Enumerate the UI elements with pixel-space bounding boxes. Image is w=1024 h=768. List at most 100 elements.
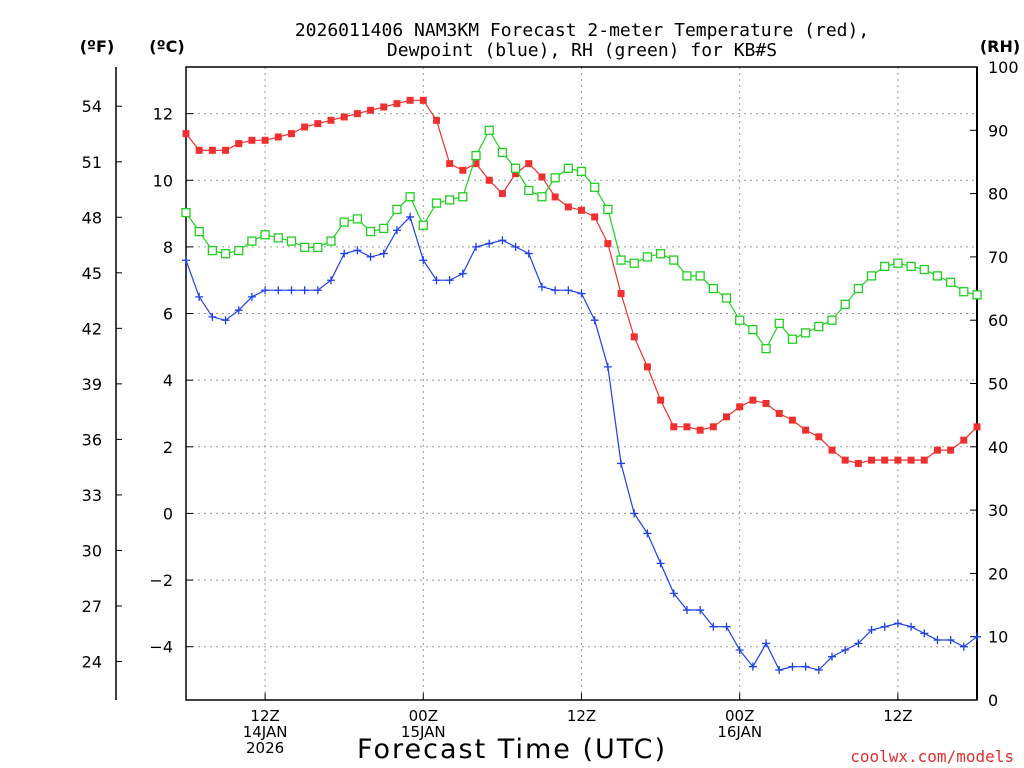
temperature-point: [512, 170, 520, 178]
rh-point: [471, 150, 481, 161]
rh-point: [629, 258, 639, 268]
temperature-point: [485, 176, 493, 184]
temperature-point: [287, 130, 295, 138]
rh-point: [669, 255, 679, 265]
rh-point: [959, 287, 969, 297]
temperature-point: [340, 113, 348, 121]
credit-label: coolwx.com/models: [850, 747, 1014, 766]
rh-point: [787, 334, 798, 344]
dewpoint-point: [669, 589, 678, 598]
rh-point: [721, 293, 732, 303]
rh-point: [840, 299, 850, 310]
rh-point: [972, 290, 982, 300]
temperature-point: [525, 160, 533, 168]
temperature-point: [393, 100, 401, 108]
chart-title-line1: 2026011406 NAM3KM Forecast 2-meter Tempe…: [295, 20, 869, 41]
celsius-tick-label: −2: [149, 571, 173, 590]
rh-point: [405, 192, 415, 202]
rh-point: [207, 245, 218, 256]
dewpoint-point: [788, 662, 797, 671]
temperature-point: [973, 423, 981, 431]
dewpoint-point: [208, 312, 217, 321]
rh-point: [247, 236, 257, 246]
rh-point: [735, 315, 745, 325]
rh-point: [326, 236, 336, 246]
dewpoint-point: [313, 286, 322, 295]
x-tick-label: 12Z: [567, 707, 596, 725]
rh-point: [893, 258, 903, 268]
rh-point: [313, 242, 323, 253]
fahrenheit-tick-label: 54: [82, 97, 102, 116]
dewpoint-point: [524, 249, 533, 258]
temperature-point: [604, 240, 612, 248]
rh-unit-label: (RH): [980, 37, 1020, 56]
temperature-point: [788, 416, 796, 424]
x-tick-label: 12Z: [883, 707, 912, 725]
dewpoint-point: [603, 362, 612, 371]
temperature-point: [933, 446, 941, 454]
temperature-point: [762, 399, 770, 407]
dewpoint-point: [617, 459, 626, 468]
rh-tick-label: 60: [988, 311, 1008, 330]
temperature-point: [406, 96, 414, 104]
rh-point: [339, 217, 349, 227]
celsius-tick-label: −4: [149, 638, 173, 657]
dewpoint-point: [353, 246, 362, 255]
rh-point: [220, 249, 231, 259]
dewpoint-point: [880, 622, 889, 631]
dewpoint-point: [234, 306, 243, 315]
temperature-point: [947, 446, 955, 454]
rh-point: [524, 185, 534, 196]
rh-point: [880, 261, 890, 272]
dewpoint-point: [814, 666, 823, 675]
dewpoint-point: [432, 276, 441, 285]
temperature-point: [907, 456, 915, 464]
rh-point: [827, 315, 837, 325]
dewpoint-point: [630, 509, 639, 518]
temperature-point: [538, 173, 546, 181]
temperature-point: [696, 426, 704, 434]
fahrenheit-tick-label: 24: [82, 653, 102, 672]
celsius-tick-label: 0: [163, 504, 173, 523]
temperature-point: [472, 160, 480, 168]
temperature-point: [182, 130, 190, 138]
temperature-point: [775, 409, 783, 417]
grid-lines: [186, 67, 977, 700]
x-tick-label: 16JAN: [717, 723, 762, 741]
rh-point: [550, 173, 560, 183]
rh-tick-label: 10: [988, 628, 1008, 647]
dewpoint-point: [392, 226, 401, 235]
x-tick-label: 2026: [246, 739, 284, 757]
x-tick-label: 00Z: [725, 707, 754, 725]
dewpoint-point: [287, 286, 296, 295]
chart-title-line2: Dewpoint (blue), RH (green) for KB#S: [387, 40, 777, 61]
temperature-point: [432, 116, 440, 124]
rh-point: [286, 236, 297, 246]
rh-point: [563, 163, 573, 173]
rh-point: [919, 264, 929, 275]
rh-point: [537, 192, 547, 202]
rh-point: [576, 166, 587, 177]
rh-point: [748, 325, 758, 335]
dewpoint-point: [261, 286, 270, 295]
rh-point: [365, 226, 376, 237]
rh-point: [194, 226, 204, 237]
axes: −4−2024681012242730333639424548515401020…: [82, 58, 1019, 757]
temperature-point: [248, 136, 256, 144]
temperature-point: [261, 136, 269, 144]
rh-point: [708, 283, 718, 294]
temperature-point: [208, 146, 216, 154]
dewpoint-point: [933, 636, 942, 645]
dewpoint-point: [511, 242, 520, 251]
rh-point: [682, 271, 692, 281]
dewpoint-point: [379, 249, 388, 258]
fahrenheit-tick-label: 48: [82, 208, 102, 227]
dewpoint-point: [709, 622, 718, 631]
x-tick-label: 14JAN: [243, 723, 288, 741]
rh-point: [273, 233, 283, 243]
dewpoint-point: [564, 286, 573, 295]
temperature-point: [353, 110, 361, 118]
dewpoint-point: [735, 646, 744, 655]
rh-point: [906, 261, 916, 272]
temperature-point: [367, 106, 375, 114]
